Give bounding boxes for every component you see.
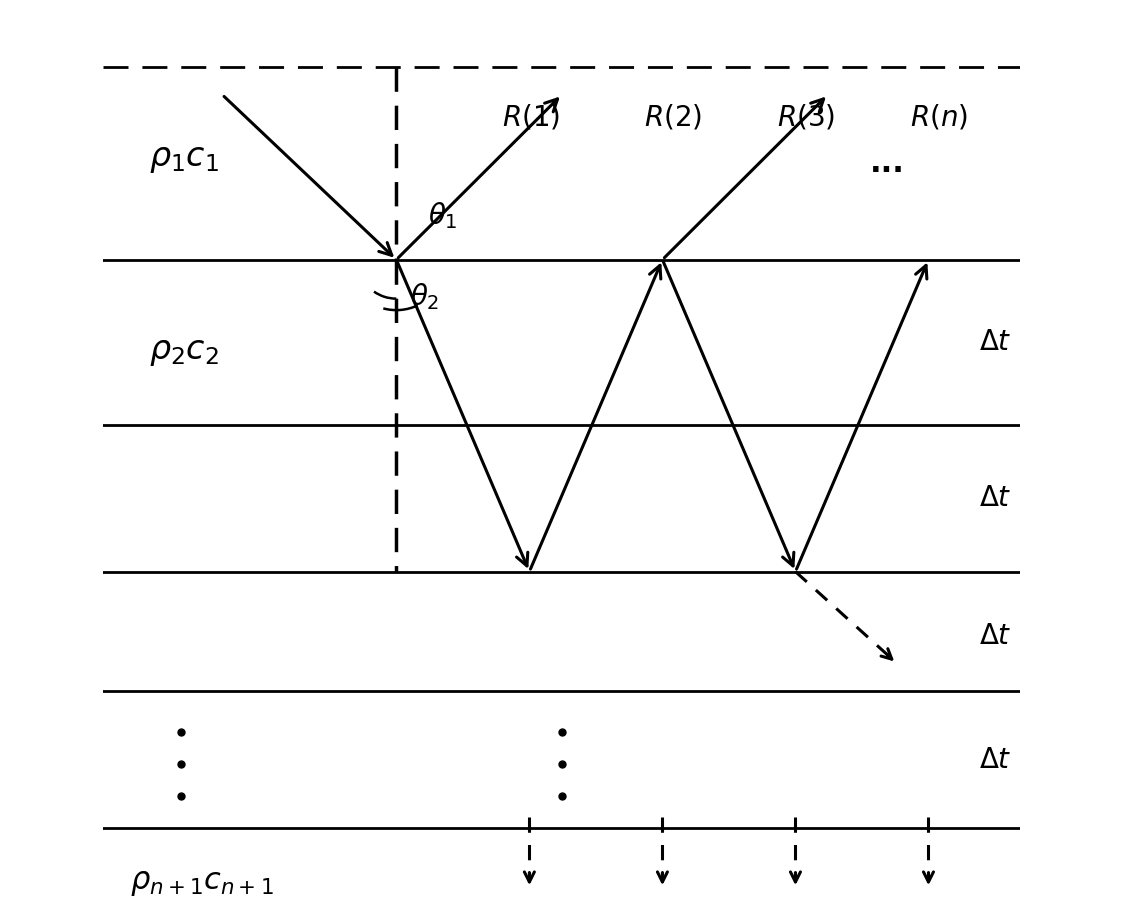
Text: $\rho_2 c_2$: $\rho_2 c_2$ xyxy=(148,335,219,368)
Text: $\Delta t$: $\Delta t$ xyxy=(979,485,1012,512)
Text: $R(1)$: $R(1)$ xyxy=(502,103,560,132)
Text: ...: ... xyxy=(869,149,905,178)
Text: $\Delta t$: $\Delta t$ xyxy=(979,329,1012,356)
Text: $R(3)$: $R(3)$ xyxy=(777,103,836,132)
Text: $\Delta t$: $\Delta t$ xyxy=(979,746,1012,773)
Text: $R(n)$: $R(n)$ xyxy=(910,103,968,132)
Text: $\theta_1$: $\theta_1$ xyxy=(429,200,458,231)
Text: $\rho_1 c_1$: $\rho_1 c_1$ xyxy=(148,142,219,175)
Text: $R(2)$: $R(2)$ xyxy=(645,103,702,132)
Text: $\theta_2$: $\theta_2$ xyxy=(410,281,439,312)
Text: $\Delta t$: $\Delta t$ xyxy=(979,622,1012,650)
Text: $\rho_{n+1} c_{n+1}$: $\rho_{n+1} c_{n+1}$ xyxy=(130,869,274,898)
